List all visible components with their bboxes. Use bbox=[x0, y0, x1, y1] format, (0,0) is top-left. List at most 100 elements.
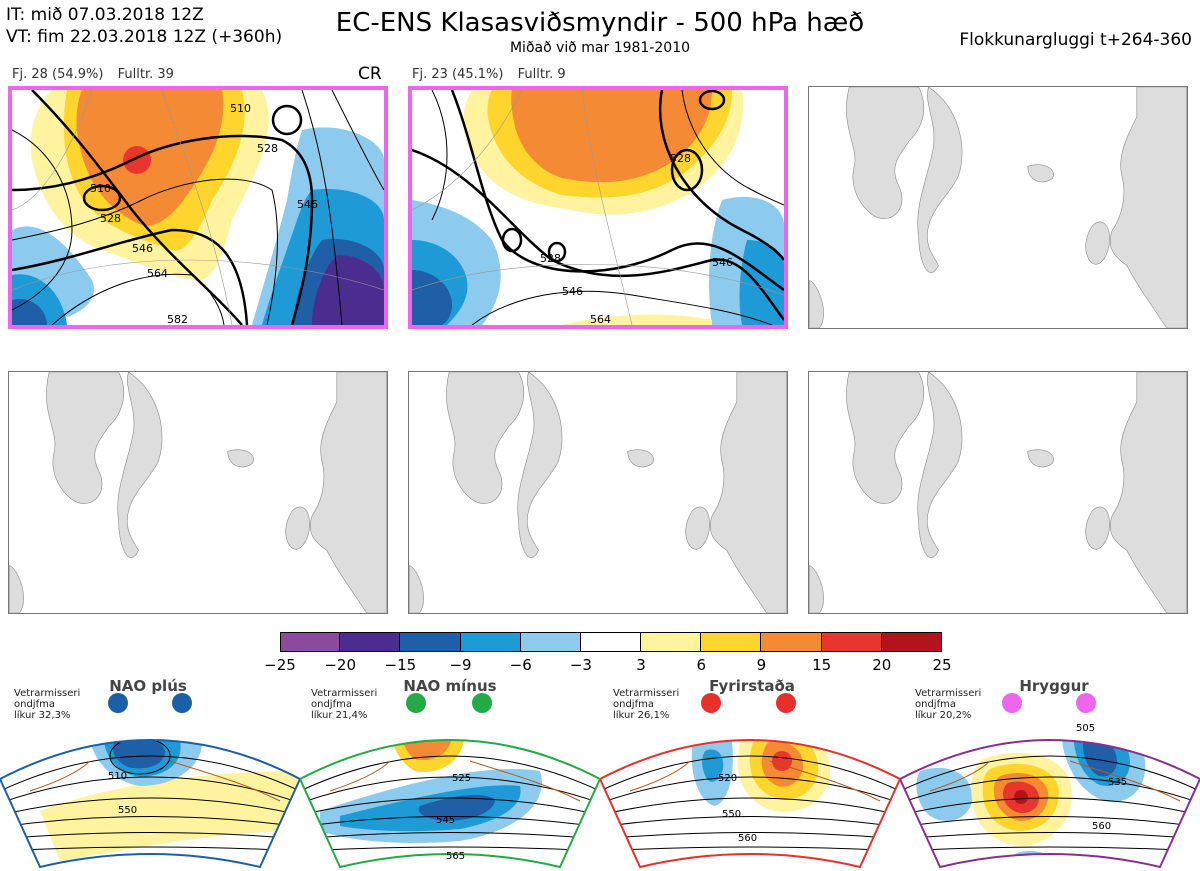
basemap bbox=[809, 372, 1187, 613]
colorbar-tick-label: −15 bbox=[384, 656, 417, 674]
anomaly-neg-west-core bbox=[412, 270, 452, 325]
regime-note-blocking: Vetrarmisseri ondjfma líkur 26,1% bbox=[613, 688, 679, 721]
regime-dot bbox=[406, 693, 426, 713]
cluster-map-2[interactable]: 528 528 546 564 546 bbox=[408, 86, 788, 329]
contour-line bbox=[0, 816, 300, 828]
contour-line bbox=[900, 816, 1200, 828]
colorbar-tick-label: −3 bbox=[569, 656, 592, 674]
contour-line bbox=[900, 832, 1200, 840]
regime-note-line: Vetrarmisseri bbox=[915, 688, 982, 699]
europe-shape bbox=[1109, 87, 1187, 328]
anomaly-pos-inner bbox=[399, 740, 452, 760]
coastline bbox=[929, 760, 1181, 802]
contour-line bbox=[450, 90, 784, 292]
panel-1-label: Fj. 28 (54.9%) Fulltr. 39 bbox=[12, 67, 184, 82]
page-subtitle: Miðað við mar 1981-2010 bbox=[509, 40, 691, 56]
contour-line bbox=[31, 90, 243, 325]
cluster-map-empty bbox=[408, 371, 788, 614]
greenland-shape bbox=[846, 372, 925, 504]
colorbar-segment bbox=[280, 632, 341, 652]
colorbar-tick-label: 15 bbox=[812, 656, 832, 674]
colorbar-tick-label: −20 bbox=[324, 656, 356, 674]
cluster-map-1[interactable]: 510 510 528 546 564 582 546 528 bbox=[8, 86, 388, 329]
regime-dot bbox=[776, 693, 796, 713]
iceland-shape bbox=[1027, 164, 1054, 183]
colorbar-segment bbox=[520, 632, 581, 652]
contour-label: 560 bbox=[738, 833, 757, 844]
contour-line bbox=[301, 90, 343, 325]
anomaly-pos-south bbox=[562, 314, 712, 325]
greenland-shape bbox=[446, 372, 525, 504]
regime-dot bbox=[701, 693, 721, 713]
canada-shape bbox=[9, 564, 24, 613]
regime-dot bbox=[1076, 693, 1096, 713]
anomaly-colorbar bbox=[280, 632, 942, 652]
iceland-shape bbox=[1027, 449, 1054, 468]
canada-shape bbox=[409, 564, 424, 613]
initial-time: IT: mið 07.03.2018 12Z bbox=[6, 5, 204, 25]
cluster-map-empty bbox=[808, 86, 1188, 329]
contour-line bbox=[681, 90, 784, 206]
contour-line bbox=[900, 797, 1200, 816]
regime-map-nao-plus: 510 550 bbox=[0, 681, 300, 871]
contour-line bbox=[12, 178, 278, 325]
regime-note-line: líkur 21,4% bbox=[311, 710, 368, 721]
canada-shape bbox=[809, 279, 824, 328]
contour-line bbox=[0, 797, 300, 816]
colorbar-segment bbox=[340, 632, 401, 652]
contour-line bbox=[600, 797, 900, 816]
graticule bbox=[12, 259, 384, 291]
regime-note-nao-plus: Vetrarmisseri ondjfma líkur 32,3% bbox=[14, 688, 80, 721]
contour-line bbox=[300, 776, 600, 804]
anomaly-neg-east-max bbox=[312, 255, 384, 325]
colorbar-segment bbox=[400, 632, 461, 652]
contour-line bbox=[600, 776, 900, 804]
anomaly-pos-mid bbox=[388, 740, 465, 772]
colorbar-segment bbox=[580, 632, 642, 652]
contour-line bbox=[0, 832, 300, 840]
contour-label: 550 bbox=[722, 809, 741, 820]
basemap bbox=[409, 372, 787, 613]
anomaly-neg-west bbox=[916, 767, 973, 821]
cluster-map-2-field: 528 528 546 564 546 bbox=[412, 90, 784, 325]
iceland-shape bbox=[627, 449, 654, 468]
anomaly-pos-area bbox=[40, 771, 300, 861]
coastline bbox=[329, 760, 581, 802]
colorbar-segment bbox=[821, 632, 882, 652]
anomaly-neg-core bbox=[113, 740, 165, 769]
panel-2-cluster: Fj. 23 (45.1%) bbox=[412, 67, 504, 82]
colorbar-tick-label: 6 bbox=[696, 656, 707, 674]
contour-label: 510 bbox=[108, 771, 127, 782]
contour-label: 550 bbox=[118, 805, 137, 816]
contour-line bbox=[431, 90, 448, 221]
britain-shape bbox=[685, 506, 710, 550]
regime-note-line: Vetrarmisseri bbox=[613, 688, 680, 699]
regime-note-line: ondjfma bbox=[915, 699, 956, 710]
colorbar-tick-label: 3 bbox=[636, 656, 646, 674]
graticule bbox=[12, 90, 93, 211]
contour-label: 545 bbox=[436, 815, 455, 826]
contour-line bbox=[0, 846, 300, 852]
coastline bbox=[29, 760, 281, 802]
contour-closed-low bbox=[547, 241, 567, 263]
anomaly-pos-max bbox=[123, 146, 151, 174]
panel-1-member: Fulltr. 39 bbox=[117, 67, 174, 82]
contour-label: 510 bbox=[230, 102, 251, 115]
greenland-east-shape bbox=[917, 87, 963, 273]
contour-line bbox=[600, 846, 900, 852]
britain-shape bbox=[285, 506, 310, 550]
contour-label: 565 bbox=[446, 851, 465, 862]
greenland-east-shape bbox=[517, 372, 563, 558]
regime-dot bbox=[1002, 693, 1022, 713]
regime-title-blocking: Fyrirstaða bbox=[709, 677, 795, 695]
greenland-shape bbox=[46, 372, 125, 504]
britain-shape bbox=[1085, 506, 1110, 550]
contour-closed-low bbox=[82, 184, 122, 212]
contour-label: 546 bbox=[132, 242, 153, 255]
anomaly-pos-inner bbox=[511, 90, 712, 183]
contour-line bbox=[600, 816, 900, 828]
colorbar-segment bbox=[460, 632, 521, 652]
regime-note-line: Vetrarmisseri bbox=[311, 688, 378, 699]
regime-note-line: ondjfma bbox=[311, 699, 352, 710]
europe-shape bbox=[309, 372, 387, 613]
